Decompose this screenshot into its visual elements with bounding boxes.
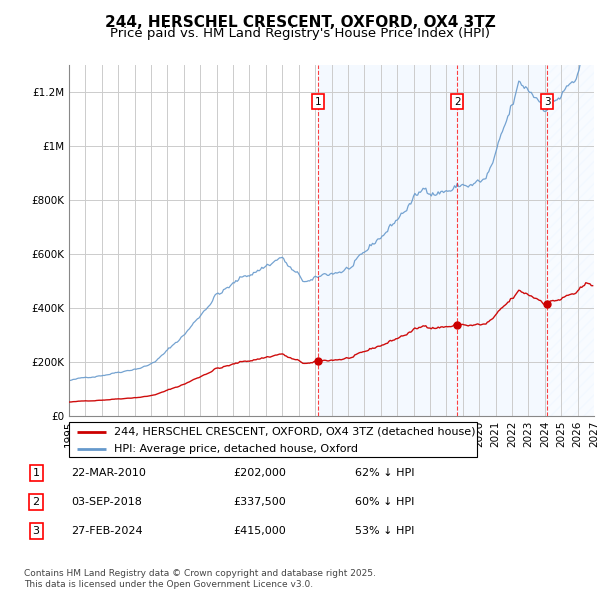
Text: 22-MAR-2010: 22-MAR-2010 <box>71 468 146 478</box>
Text: £202,000: £202,000 <box>234 468 287 478</box>
Bar <box>547 65 594 416</box>
Text: 2: 2 <box>32 497 40 507</box>
Bar <box>457 65 547 416</box>
Text: 1: 1 <box>315 97 322 107</box>
Text: Price paid vs. HM Land Registry's House Price Index (HPI): Price paid vs. HM Land Registry's House … <box>110 27 490 40</box>
FancyBboxPatch shape <box>69 422 477 457</box>
Text: 03-SEP-2018: 03-SEP-2018 <box>71 497 142 507</box>
Text: Contains HM Land Registry data © Crown copyright and database right 2025.
This d: Contains HM Land Registry data © Crown c… <box>24 569 376 589</box>
Text: 60% ↓ HPI: 60% ↓ HPI <box>355 497 415 507</box>
Text: 244, HERSCHEL CRESCENT, OXFORD, OX4 3TZ (detached house): 244, HERSCHEL CRESCENT, OXFORD, OX4 3TZ … <box>114 427 475 437</box>
Text: £415,000: £415,000 <box>234 526 287 536</box>
Text: 3: 3 <box>32 526 40 536</box>
Text: HPI: Average price, detached house, Oxford: HPI: Average price, detached house, Oxfo… <box>114 444 358 454</box>
Text: 1: 1 <box>32 468 40 478</box>
Text: 2: 2 <box>454 97 461 107</box>
Text: 62% ↓ HPI: 62% ↓ HPI <box>355 468 415 478</box>
Text: 244, HERSCHEL CRESCENT, OXFORD, OX4 3TZ: 244, HERSCHEL CRESCENT, OXFORD, OX4 3TZ <box>104 15 496 30</box>
Text: 3: 3 <box>544 97 551 107</box>
Text: £337,500: £337,500 <box>234 497 287 507</box>
Bar <box>319 65 457 416</box>
Text: 27-FEB-2024: 27-FEB-2024 <box>71 526 143 536</box>
Text: 53% ↓ HPI: 53% ↓ HPI <box>355 526 415 536</box>
